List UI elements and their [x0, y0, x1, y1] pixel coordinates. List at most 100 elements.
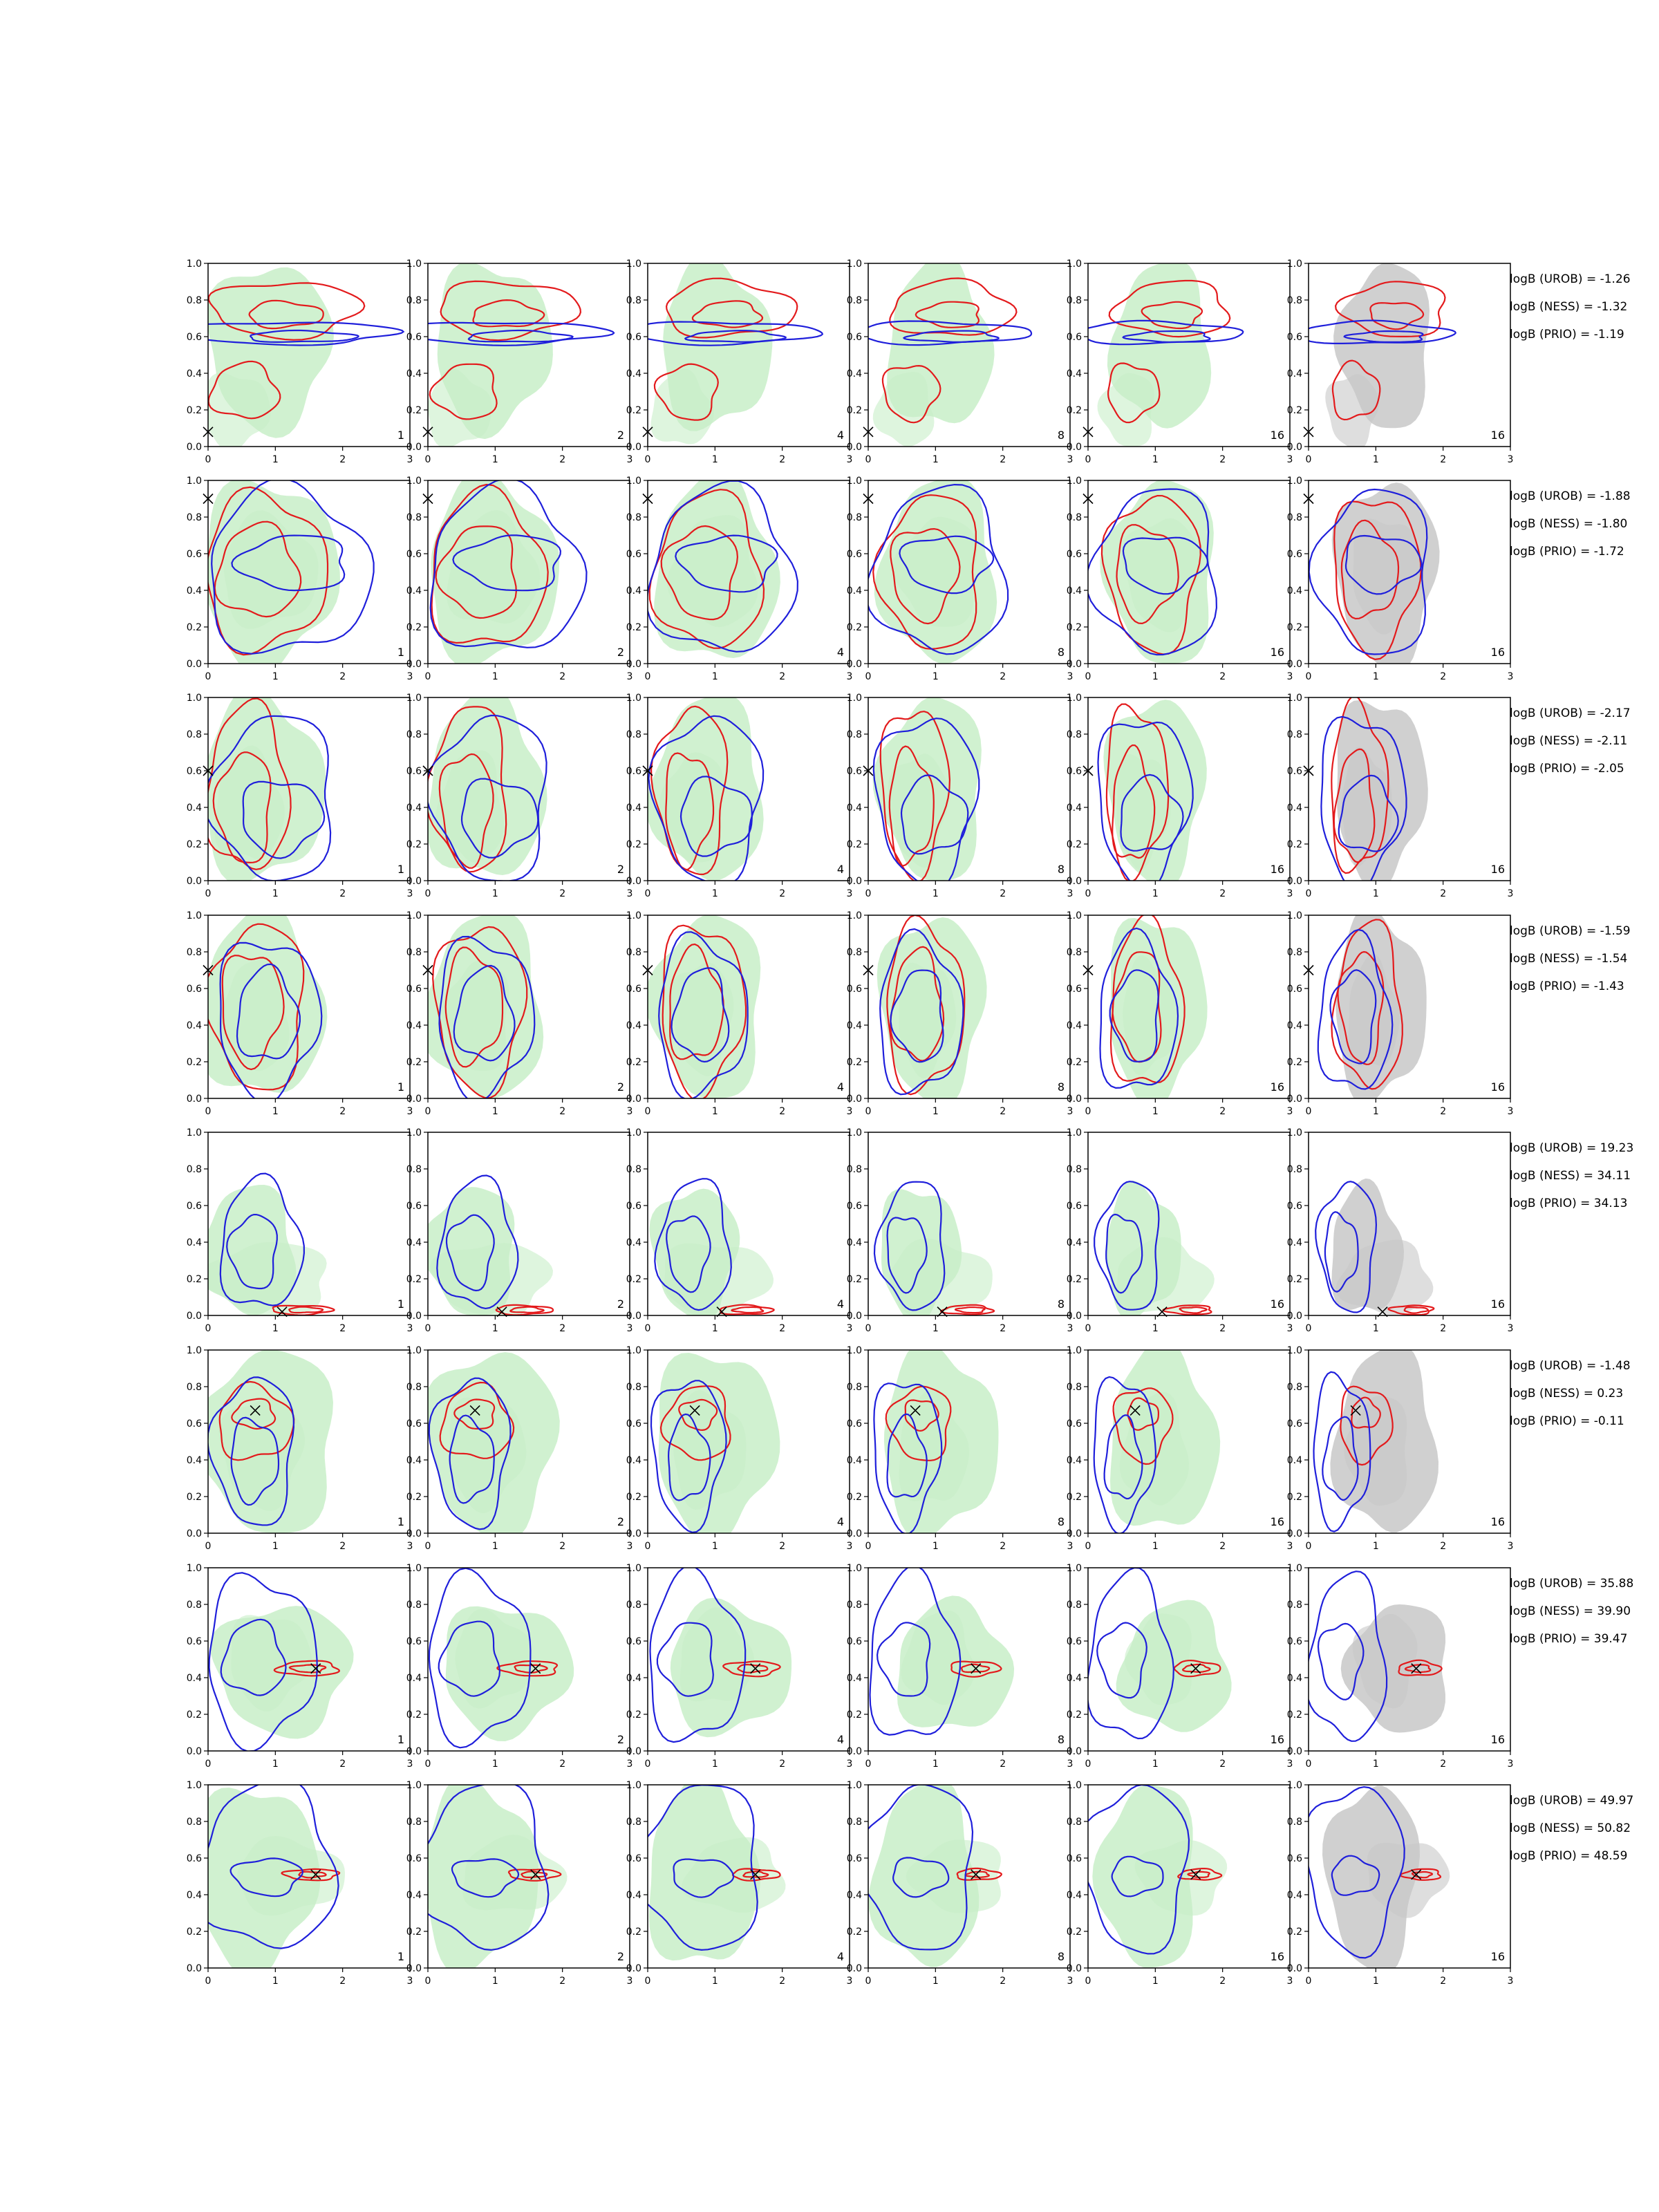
- truth-marker: [496, 1306, 507, 1318]
- x-tick-label: 3: [407, 1541, 413, 1552]
- red-contour-1: [720, 1304, 775, 1315]
- y-tick-label: 0.4: [626, 1020, 641, 1031]
- y-tick-label: 0.4: [406, 585, 422, 597]
- density-fill-2: [1124, 1613, 1192, 1705]
- y-tick-label: 0.6: [406, 1853, 422, 1864]
- x-tick-label: 1: [1152, 1323, 1159, 1334]
- y-tick-label: 1.0: [406, 1780, 422, 1791]
- panel-label: 2: [617, 1950, 624, 1963]
- y-tick-label: 1.0: [187, 1780, 202, 1791]
- y-tick-label: 1.0: [1067, 476, 1082, 487]
- panel-label: 4: [837, 1733, 844, 1746]
- panel-label: 16: [1271, 1950, 1284, 1963]
- panel-r4-c5: 0.0 0.2 0.4 0.6 0.8 1.0 0 1 2 3 16: [1067, 910, 1293, 1117]
- red-contour-1: [208, 486, 329, 656]
- y-tick-label: 0.0: [1287, 1746, 1302, 1757]
- panel-r6-c1: 0.0 0.2 0.4 0.6 0.8 1.0 0 1 2 3 1: [187, 1345, 413, 1552]
- density-fill-2: [892, 516, 977, 627]
- x-tick-label: 3: [1067, 1106, 1074, 1117]
- panel-label: 16: [1271, 1515, 1284, 1528]
- density-fill-2: [906, 1839, 1001, 1913]
- y-tick-label: 1.0: [187, 693, 202, 704]
- y-tick-label: 0.4: [1067, 368, 1082, 379]
- red-contour-1: [428, 706, 507, 873]
- density-fill-2: [899, 1388, 970, 1501]
- bayes-factor-label: logB (PRIO) = -1.19: [1510, 328, 1624, 341]
- blue-contour-2: [1343, 330, 1424, 343]
- bayes-factor-label: logB (UROB) = -2.17: [1510, 706, 1631, 720]
- x-tick-label: 3: [407, 1106, 413, 1117]
- y-tick-label: 0.2: [187, 1492, 202, 1503]
- density-fill-2: [1325, 374, 1380, 447]
- x-tick-label: 2: [779, 1541, 785, 1552]
- density-fill-2: [664, 1243, 774, 1315]
- blue-contour-1: [648, 480, 799, 653]
- y-tick-label: 0.2: [406, 622, 422, 633]
- x-tick-label: 1: [272, 1541, 279, 1552]
- truth-marker: [750, 1869, 761, 1880]
- blue-contour-1: [658, 931, 749, 1098]
- bayes-factor-label: logB (NESS) = 0.23: [1510, 1387, 1623, 1400]
- panel-label: 2: [617, 1080, 624, 1094]
- y-tick-label: 0.8: [847, 1817, 862, 1828]
- red-contour-2: [444, 946, 504, 1068]
- y-tick-label: 1.0: [406, 910, 422, 921]
- x-tick-label: 3: [627, 1976, 633, 1987]
- y-tick-label: 1.0: [626, 693, 641, 704]
- panel-label: 4: [837, 863, 844, 876]
- blue-contour-2: [892, 1857, 950, 1898]
- panel-r6-c3: 0.0 0.2 0.4 0.6 0.8 1.0 0 1 2 3 4: [626, 1345, 853, 1552]
- y-tick-label: 0.8: [626, 947, 641, 958]
- x-tick-label: 0: [1085, 454, 1091, 465]
- y-tick-label: 1.0: [1287, 910, 1302, 921]
- blue-contour-2: [1109, 969, 1159, 1062]
- x-tick-label: 1: [272, 671, 279, 682]
- y-tick-label: 0.4: [187, 368, 202, 379]
- blue-contour-2: [886, 1217, 928, 1294]
- blue-contour-1: [650, 1380, 727, 1533]
- y-tick-label: 0.2: [1067, 1927, 1082, 1938]
- y-tick-label: 0.2: [406, 405, 422, 416]
- truth-marker: [937, 1306, 948, 1318]
- x-tick-label: 0: [425, 454, 431, 465]
- panel-r6-c4: 0.0 0.2 0.4 0.6 0.8 1.0 0 1 2 3 8: [847, 1345, 1074, 1552]
- y-tick-label: 1.0: [1287, 1345, 1302, 1356]
- panel-label: 2: [617, 1297, 624, 1311]
- red-contour-1: [208, 282, 366, 341]
- panel-label: 16: [1491, 429, 1505, 442]
- blue-contour-1: [208, 1572, 318, 1751]
- y-tick-label: 0.8: [187, 729, 202, 740]
- red-contour-2: [509, 1306, 545, 1313]
- y-tick-label: 0.6: [626, 549, 641, 560]
- y-tick-label: 0.8: [847, 1600, 862, 1611]
- red-contour-2: [665, 752, 715, 871]
- red-contour-2: [742, 1871, 769, 1878]
- x-tick-label: 2: [779, 1323, 785, 1334]
- panel-label: 16: [1271, 1080, 1284, 1094]
- panel-r8-c2: 0.0 0.2 0.4 0.6 0.8 1.0 0 1 2 3 2: [406, 1780, 633, 1987]
- y-tick-label: 0.4: [847, 1673, 862, 1684]
- y-tick-label: 0.8: [1067, 295, 1082, 306]
- y-tick-label: 0.6: [187, 1853, 202, 1864]
- y-tick-label: 0.0: [1287, 1963, 1302, 1974]
- axes-frame: [868, 1784, 1071, 1969]
- blue-contour-2: [1105, 1213, 1143, 1294]
- y-tick-label: 0.8: [1287, 1817, 1302, 1828]
- panel-label: 8: [1058, 863, 1065, 876]
- x-tick-label: 2: [559, 1323, 565, 1334]
- y-tick-label: 0.6: [1287, 1418, 1302, 1430]
- x-tick-label: 0: [645, 1541, 651, 1552]
- blue-contour-2: [226, 1214, 278, 1290]
- axes-frame: [647, 480, 850, 664]
- blue-contour-2: [1111, 1855, 1164, 1897]
- y-tick-label: 0.8: [187, 947, 202, 958]
- y-tick-label: 0.6: [1287, 766, 1302, 777]
- red-contour-2: [1127, 1397, 1159, 1431]
- red-contour-3: [881, 364, 941, 424]
- axes-frame: [1087, 480, 1291, 664]
- panel-r5-c2: 0.0 0.2 0.4 0.6 0.8 1.0 0 1 2 3 2: [406, 1127, 633, 1334]
- panel-r8-c1: 0.0 0.2 0.4 0.6 0.8 1.0 0 1 2 3 1: [187, 1780, 413, 1987]
- x-tick-label: 1: [1152, 1759, 1159, 1770]
- y-tick-label: 0.8: [626, 512, 641, 523]
